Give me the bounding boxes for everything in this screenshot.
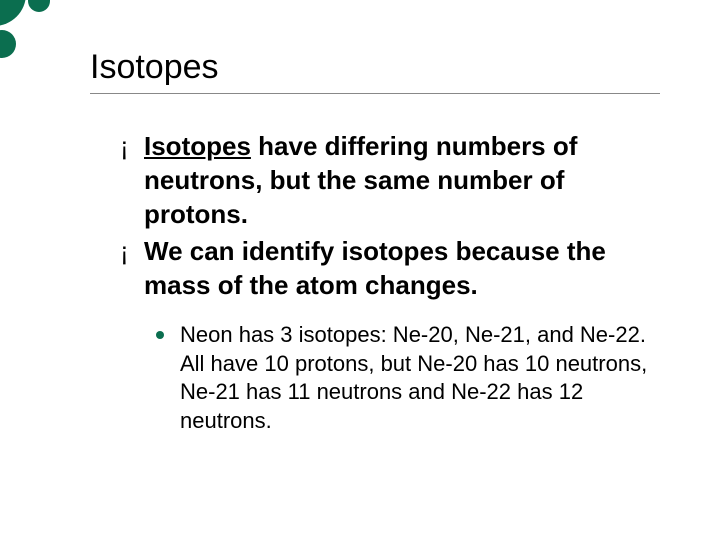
main-bullet-list: Isotopes have differing numbers of neutr… (90, 130, 660, 303)
sub-bullet-item: Neon has 3 isotopes: Ne-20, Ne-21, and N… (152, 321, 660, 435)
slide-title: Isotopes (90, 48, 660, 94)
bullet-item: Isotopes have differing numbers of neutr… (120, 130, 660, 231)
bullet-item: We can identify isotopes because the mas… (120, 235, 660, 303)
decor-circle-3 (28, 0, 50, 12)
sub-bullet-list: Neon has 3 isotopes: Ne-20, Ne-21, and N… (90, 321, 660, 435)
bullet-text: We can identify isotopes because the mas… (144, 236, 606, 300)
decor-circle-2 (0, 30, 16, 58)
bullet-underlined-lead: Isotopes (144, 131, 251, 161)
slide: Isotopes Isotopes have differing numbers… (0, 0, 720, 540)
sub-bullet-text: Neon has 3 isotopes: Ne-20, Ne-21, and N… (180, 322, 647, 433)
decor-circle-1 (0, 0, 26, 26)
